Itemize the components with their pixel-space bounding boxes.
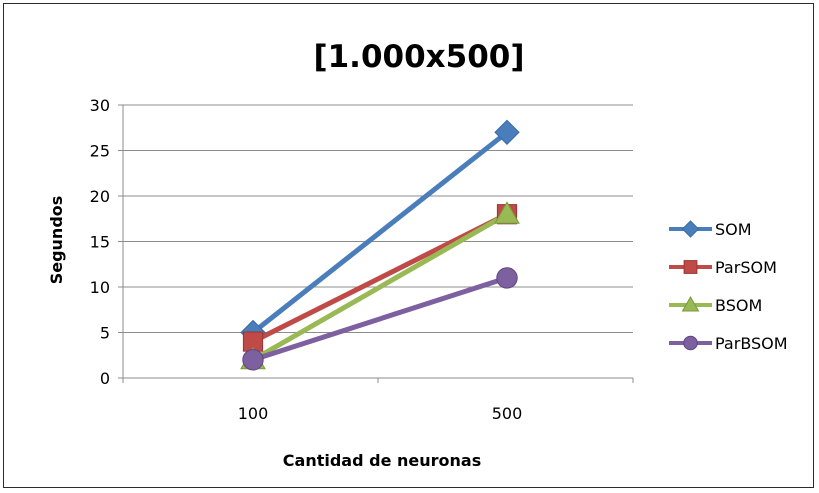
legend-label-parbsom: ParBSOM (715, 334, 788, 353)
y-tick-label: 25 (90, 142, 110, 161)
x-tick-label: 500 (492, 404, 523, 423)
x-axis-title: Cantidad de neuronas (283, 451, 481, 470)
legend-label-parsom: ParSOM (715, 258, 777, 277)
x-tick-label: 100 (238, 404, 269, 423)
x-tick-labels: 100 500 (238, 404, 523, 423)
series-line-parbsom (252, 275, 508, 363)
series-line-parsom (251, 211, 509, 344)
data-point-parbsom (242, 349, 264, 371)
series-line-som (251, 130, 509, 335)
y-tick-label: 5 (100, 324, 110, 343)
y-tick-label: 0 (100, 369, 110, 388)
y-tick-label: 15 (90, 233, 110, 252)
legend-marker-parsom (683, 260, 698, 274)
legend-marker-parbsom (683, 335, 698, 351)
series-lines (240, 119, 520, 371)
y-tick-labels: 0 5 10 15 20 25 30 (90, 96, 110, 388)
data-point-som (494, 119, 520, 146)
series-line-bsom (251, 212, 509, 362)
legend-marker-bsom (681, 295, 700, 312)
chart-frame (3, 3, 814, 488)
y-tick-label: 20 (90, 187, 110, 206)
y-tick-label: 30 (90, 96, 110, 115)
data-point-bsom (494, 201, 520, 224)
legend-label-bsom: BSOM (715, 296, 762, 315)
gridlines (123, 104, 633, 333)
legend-label-som: SOM (715, 220, 752, 239)
data-point-parbsom (496, 267, 518, 289)
y-axis-title: Segundos (47, 196, 66, 285)
legend: SOM ParSOM BSOM ParBSOM (669, 220, 788, 353)
legend-marker-som (681, 220, 700, 238)
chart-title: [1.000x500] (313, 39, 524, 75)
y-tick-label: 10 (90, 278, 110, 297)
axes (118, 104, 634, 383)
